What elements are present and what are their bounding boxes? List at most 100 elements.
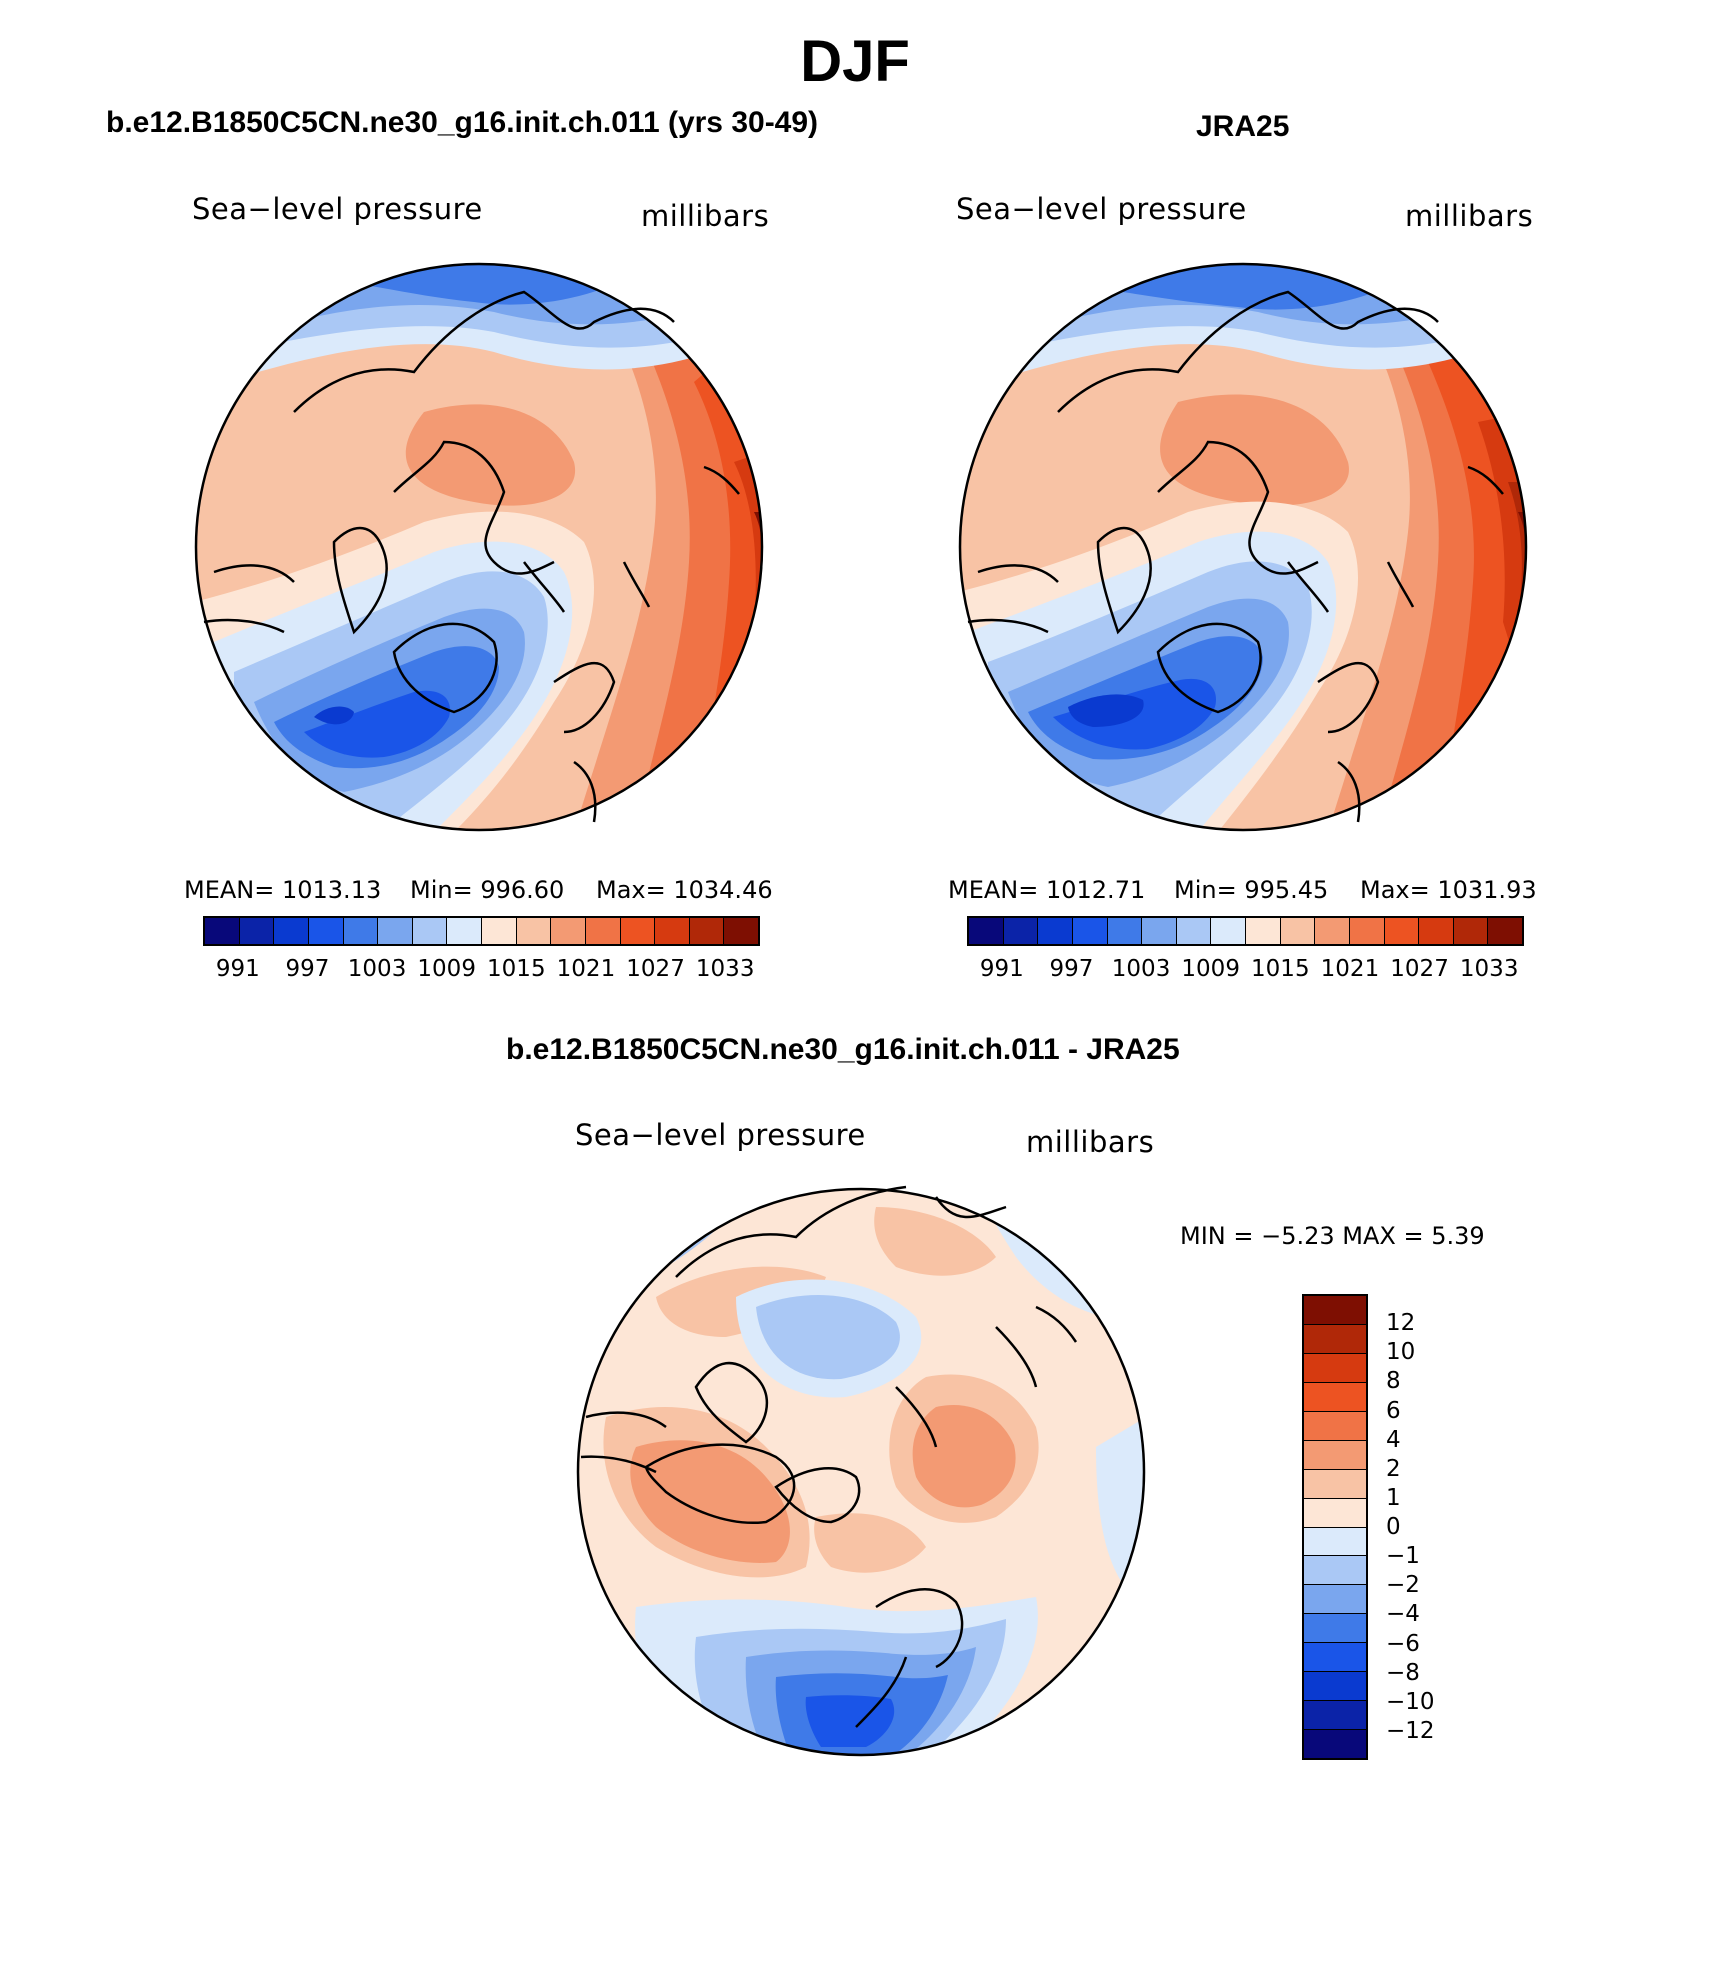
colorbar-swatch (1211, 918, 1246, 944)
colorbar-tick-label: 991 (215, 956, 260, 982)
variable-label-model: Sea−level pressure (192, 192, 483, 226)
colorbar-swatch (1304, 1701, 1366, 1731)
colorbar-tick-label: 8 (1386, 1368, 1401, 1395)
colorbar-tick-label: 1003 (1111, 956, 1171, 982)
colorbar-tick-label: 0 (1386, 1514, 1401, 1540)
colorbar-swatch (412, 918, 448, 944)
units-label-model: millibars (641, 199, 770, 233)
colorbar-tick-label: 1033 (695, 956, 755, 982)
colorbar-tick-label: 1 (1386, 1484, 1401, 1511)
stat-max-obs: Max= 1031.93 (1360, 876, 1537, 904)
colorbar-tick-label: 1033 (1459, 956, 1519, 982)
colorbar-swatch (1304, 1498, 1366, 1528)
colorbar-tick-label: −4 (1386, 1601, 1420, 1628)
colorbar-tick-label: 1003 (347, 956, 407, 982)
stat-max-model: Max= 1034.46 (596, 876, 773, 904)
colorbar-swatch (343, 918, 379, 944)
colorbar-swatch (1304, 1469, 1366, 1499)
panel-title-model: b.e12.B1850C5CN.ne30_g16.init.ch.011 (yr… (106, 106, 819, 139)
colorbar-tick-label: −8 (1386, 1659, 1420, 1686)
colorbar-swatch (1304, 1411, 1366, 1441)
diff-minmax: MIN = −5.23 MAX = 5.39 (1180, 1222, 1485, 1250)
colorbar-tick-label: 4 (1386, 1426, 1401, 1453)
polar-map-diff (576, 1185, 1146, 1757)
colorbar-swatch (1304, 1730, 1366, 1758)
colorbar-swatch (655, 918, 690, 944)
coastlines (967, 290, 1504, 823)
colorbar-tick-label: 997 (285, 956, 330, 982)
colorbar-ticks-model: 991 997 1003 1009 1015 1021 1027 1033 (203, 956, 760, 986)
colorbar-swatch (1304, 1672, 1366, 1702)
colorbar-tick-label: 6 (1386, 1397, 1401, 1424)
colorbar-tick-label: 1027 (1390, 956, 1449, 982)
colorbar-diff (1302, 1294, 1368, 1760)
stat-mean-obs: MEAN= 1012.71 (948, 876, 1146, 904)
colorbar-tick-label: 1027 (626, 956, 685, 982)
colorbar-swatch (1280, 918, 1316, 944)
colorbar-tick-label: 2 (1386, 1455, 1401, 1482)
colorbar-swatch (551, 918, 586, 944)
colorbar-swatch (1142, 918, 1177, 944)
colorbar-ticks-diff: 12 10 8 6 4 2 1 0 −1 −2 −4 −6 −8 −10 −12 (1386, 1294, 1486, 1760)
units-label-diff: millibars (1026, 1125, 1155, 1159)
colorbar-swatch (1304, 1296, 1366, 1325)
colorbar-ticks-obs: 991 997 1003 1009 1015 1021 1027 1033 (967, 956, 1524, 986)
colorbar-swatch (1246, 918, 1281, 944)
colorbar-tick-label: 12 (1386, 1310, 1416, 1337)
colorbar-swatch (516, 918, 552, 944)
colorbar-tick-label: 1021 (556, 956, 616, 982)
colorbar-swatch (274, 918, 309, 944)
colorbar-swatch (1038, 918, 1073, 944)
colorbar-tick-label: −12 (1386, 1717, 1435, 1744)
colorbar-swatch (205, 918, 240, 944)
colorbar-tick-label: 1009 (417, 956, 476, 982)
colorbar-swatch (1304, 1324, 1366, 1354)
panel-title-diff: b.e12.B1850C5CN.ne30_g16.init.ch.011 - J… (506, 1033, 1180, 1066)
colorbar-swatch (1349, 918, 1385, 944)
colorbar-swatch (1488, 918, 1522, 944)
colorbar-swatch (1304, 1556, 1366, 1586)
colorbar-model (203, 916, 760, 946)
coastlines (203, 290, 740, 823)
colorbar-tick-label: −10 (1386, 1688, 1435, 1715)
colorbar-tick-label: 997 (1049, 956, 1094, 982)
colorbar-swatch (378, 918, 413, 944)
colorbar-swatch (1003, 918, 1039, 944)
colorbar-swatch (1304, 1643, 1366, 1673)
variable-label-diff: Sea−level pressure (575, 1118, 866, 1152)
colorbar-tick-label: 991 (979, 956, 1024, 982)
stat-min-model: Min= 996.60 (410, 876, 565, 904)
colorbar-swatch (1176, 918, 1212, 944)
colorbar-swatch (239, 918, 275, 944)
colorbar-swatch (969, 918, 1004, 944)
colorbar-swatch (1304, 1614, 1366, 1644)
colorbar-tick-label: 10 (1386, 1339, 1416, 1366)
page-title: DJF (800, 29, 910, 94)
colorbar-swatch (482, 918, 517, 944)
colorbar-swatch (620, 918, 656, 944)
colorbar-tick-label: −2 (1386, 1572, 1420, 1599)
colorbar-swatch (585, 918, 621, 944)
colorbar-tick-label: 1009 (1181, 956, 1240, 982)
colorbar-swatch (308, 918, 344, 944)
colorbar-swatch (1315, 918, 1350, 944)
colorbar-tick-label: −1 (1386, 1543, 1420, 1570)
colorbar-swatch (724, 918, 758, 944)
colorbar-swatch (1453, 918, 1489, 944)
colorbar-swatch (1304, 1353, 1366, 1383)
colorbar-swatch (689, 918, 725, 944)
colorbar-swatch (1419, 918, 1454, 944)
colorbar-tick-label: 1015 (1251, 956, 1310, 982)
units-label-obs: millibars (1405, 199, 1534, 233)
polar-map-model (194, 262, 764, 832)
colorbar-swatch (447, 918, 482, 944)
colorbar-swatch (1107, 918, 1143, 944)
coastlines (580, 1185, 1078, 1728)
panel-title-obs: JRA25 (1196, 110, 1290, 143)
colorbar-swatch (1304, 1382, 1366, 1412)
colorbar-swatch (1304, 1585, 1366, 1615)
colorbar-tick-label: −6 (1386, 1630, 1420, 1657)
colorbar-swatch (1072, 918, 1108, 944)
colorbar-tick-label: 1015 (487, 956, 546, 982)
colorbar-swatch (1304, 1440, 1366, 1470)
